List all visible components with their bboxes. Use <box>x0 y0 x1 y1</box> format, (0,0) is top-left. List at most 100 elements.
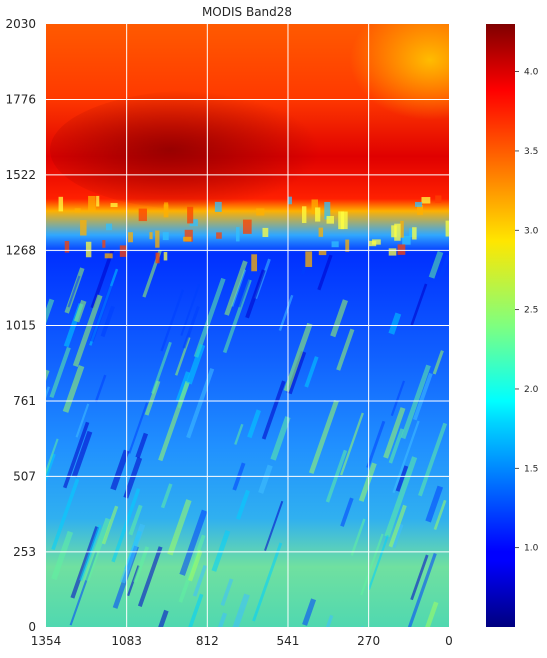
heatmap-streak <box>336 328 355 371</box>
heatmap-streak <box>432 350 444 375</box>
heatmap-streak <box>151 341 172 395</box>
heatmap-blob <box>163 252 168 261</box>
heatmap-blob <box>397 244 406 255</box>
heatmap-hot-core <box>50 90 350 210</box>
colorbar-tick-label: 1.5 <box>524 464 538 474</box>
heatmap-streak <box>182 306 200 349</box>
y-tick-label: 507 <box>13 469 36 483</box>
heatmap-blob <box>412 227 417 240</box>
heatmap-blob <box>149 232 153 240</box>
heatmap-streak <box>395 465 409 492</box>
heatmap-streak <box>433 499 447 531</box>
heatmap-streak <box>133 546 150 583</box>
heatmap-streak <box>123 457 143 499</box>
heatmap-blob <box>138 208 147 222</box>
heatmap-streak <box>160 289 185 352</box>
heatmap-streak <box>79 524 102 581</box>
heatmap-streak <box>278 294 294 331</box>
heatmap-streak <box>46 298 55 324</box>
heatmap-streak <box>67 275 81 308</box>
heatmap-streak <box>325 614 334 627</box>
heatmap-streak <box>174 337 191 376</box>
chart-title: MODIS Band28 <box>202 5 292 19</box>
heatmap-streak <box>400 364 431 440</box>
heatmap-blob <box>415 202 423 207</box>
heatmap-streak <box>137 546 163 607</box>
heatmap-streak <box>367 535 389 590</box>
heatmap-streak <box>270 416 291 461</box>
heatmap-streak <box>94 374 107 403</box>
heatmap-streak <box>167 499 192 556</box>
heatmap-blob <box>301 206 307 224</box>
heatmap-streak <box>390 380 406 417</box>
heatmap-blob <box>235 227 240 242</box>
heatmap-streak <box>144 380 161 416</box>
heatmap-blob <box>155 252 160 264</box>
heatmap-blob <box>155 230 160 248</box>
heatmap-streak <box>187 549 203 582</box>
heatmap-streak <box>410 283 428 326</box>
heatmap-blob <box>324 201 331 220</box>
heatmap-streak <box>384 456 418 538</box>
heatmap-blob <box>445 220 449 237</box>
x-axis: 1354 1083 812 541 270 0 <box>31 634 453 648</box>
heatmap-blob <box>187 206 194 224</box>
y-tick-label: 1522 <box>5 168 36 182</box>
heatmap-blob <box>318 227 324 237</box>
y-tick-label: 253 <box>13 545 36 559</box>
heatmap-blob <box>305 251 313 267</box>
heatmap-streak <box>46 453 56 483</box>
heatmap-streak <box>211 529 231 572</box>
heatmap-streak <box>160 483 173 509</box>
heatmap-blob <box>184 229 193 242</box>
heatmap-blob <box>311 199 318 215</box>
heatmap-streak <box>234 423 244 445</box>
heatmap-blob <box>163 204 169 218</box>
heatmap-streak <box>392 420 420 494</box>
heatmap-blob <box>262 227 269 238</box>
heatmap-streak <box>89 285 113 343</box>
heatmap-blob <box>435 195 442 203</box>
heatmap-streak <box>358 462 377 502</box>
heatmap-streak <box>158 381 190 462</box>
x-tick-label: 0 <box>445 634 453 648</box>
colorbar-tick-label: 2.0 <box>524 385 539 395</box>
heatmap-plot <box>46 24 449 627</box>
heatmap-streak <box>46 438 59 476</box>
y-tick-label: 1776 <box>5 92 36 106</box>
heatmap-streak <box>135 432 149 459</box>
heatmap-streak <box>391 523 404 549</box>
heatmap-streak <box>62 365 85 413</box>
heatmap-streak <box>179 509 208 576</box>
heatmap-streak <box>302 598 317 626</box>
heatmap-streak <box>180 284 201 336</box>
colorbar-tick-label: 3.5 <box>524 147 538 157</box>
heatmap-streak <box>128 402 148 454</box>
heatmap-blob <box>331 241 339 248</box>
heatmap-streak <box>383 407 406 459</box>
heatmap-streak <box>232 593 250 627</box>
heatmap-streak <box>119 523 146 584</box>
heatmap-streak <box>101 505 119 545</box>
colorbar-ticks: 1.0 1.5 2.0 2.5 3.0 3.5 4.0 <box>515 68 539 554</box>
heatmap-streak <box>366 420 386 469</box>
heatmap-streak <box>224 260 248 316</box>
heatmap-streak <box>70 526 100 599</box>
heatmap-streak <box>74 299 87 323</box>
heatmap-blob <box>338 211 345 230</box>
heatmap-blob <box>214 201 222 212</box>
heatmap-streak <box>222 279 252 354</box>
y-tick-label: 1015 <box>5 319 36 333</box>
heatmap-streak <box>283 322 313 392</box>
heatmap-streak <box>220 578 234 607</box>
y-tick-label: 2030 <box>5 17 36 31</box>
heatmap-streak <box>330 299 348 338</box>
heatmap-streak <box>245 269 266 319</box>
heatmap-streak <box>388 504 407 548</box>
heatmap-blob <box>128 232 133 243</box>
heatmap-streak <box>110 449 130 491</box>
heatmap-streak <box>258 464 273 494</box>
heatmap-blob <box>340 211 348 230</box>
heatmap-streak <box>231 269 247 307</box>
